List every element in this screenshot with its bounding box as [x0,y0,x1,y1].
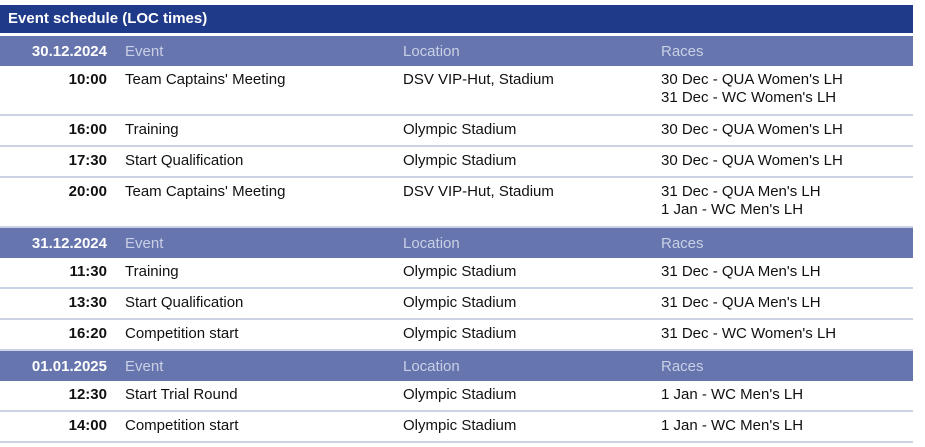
race-item: 30 Dec - QUA Women's LH [661,71,843,88]
race-item: 31 Dec - QUA Men's LH [661,263,821,280]
event-races: 1 Jan - WC Men's LH [661,417,913,441]
event-name: Team Captains' Meeting [125,183,286,200]
event-name: Training [125,121,179,138]
event-time: 17:30 [68,152,107,169]
event-schedule: Event schedule (LOC times) 30.12.2024 Eve… [0,5,913,443]
column-header-location: Location [403,234,460,252]
schedule-title: Event schedule (LOC times) [0,5,913,36]
column-header-event: Event [125,42,164,60]
race-item: 1 Jan - WC Men's LH [661,417,804,434]
column-header-event: Event [125,357,164,375]
event-location: DSV VIP-Hut, Stadium [403,183,554,200]
day-header-row: 31.12.2024 Event Location Races [0,228,913,258]
race-item: 31 Dec - QUA Men's LH [661,294,821,311]
day-header-row: 01.01.2025 Event Location Races [0,351,913,381]
event-races: 31 Dec - QUA Men's LH [661,294,913,318]
race-item: 31 Dec - QUA Men's LH [661,183,821,200]
event-location: Olympic Stadium [403,294,517,311]
table-row: 16:00 Training Olympic Stadium 30 Dec - QUA… [0,116,913,147]
event-location: DSV VIP-Hut, Stadium [403,71,554,88]
table-row: 12:30 Start Trial Round Olympic Stadium 1 J… [0,381,913,412]
race-item: 1 Jan - WC Men's LH [661,201,804,218]
event-time: 20:00 [68,183,107,200]
event-location: Olympic Stadium [403,417,517,434]
race-item: 30 Dec - QUA Women's LH [661,152,843,169]
event-races: 30 Dec - QUA Women's LH 31 Dec - WC Women… [661,71,913,114]
event-location: Olympic Stadium [403,121,517,138]
event-races: 31 Dec - QUA Men's LH [661,263,913,287]
event-time: 10:00 [68,71,107,88]
column-header-event: Event [125,234,164,252]
column-header-races: Races [661,42,704,60]
event-races: 30 Dec - QUA Women's LH [661,152,913,176]
race-item: 31 Dec - WC Women's LH [661,325,837,342]
event-location: Olympic Stadium [403,386,517,403]
day-date: 30.12.2024 [31,42,107,60]
event-name: Competition start [125,417,239,434]
table-row: 10:00 Team Captains' Meeting DSV VIP-Hut, … [0,66,913,116]
event-location: Olympic Stadium [403,325,517,342]
race-item: 30 Dec - QUA Women's LH [661,121,843,138]
column-header-location: Location [403,357,460,375]
event-races: 31 Dec - WC Women's LH [661,325,913,349]
table-row: 11:30 Training Olympic Stadium 31 Dec - QUA… [0,258,913,289]
race-item: 1 Jan - WC Men's LH [661,386,804,403]
table-row: 17:30 Start Qualification Olympic Stadium 3… [0,147,913,178]
column-header-races: Races [661,234,704,252]
column-header-location: Location [403,42,460,60]
table-row: 16:20 Competition start Olympic Stadium 31 … [0,320,913,351]
event-time: 16:20 [68,325,107,342]
day-date: 31.12.2024 [31,234,107,252]
event-name: Start Qualification [125,294,244,311]
event-location: Olympic Stadium [403,263,517,280]
event-location: Olympic Stadium [403,152,517,169]
event-time: 16:00 [68,121,107,138]
event-name: Competition start [125,325,239,342]
event-name: Start Trial Round [125,386,238,403]
table-row: 14:00 Competition start Olympic Stadium 1 J… [0,412,913,443]
event-time: 12:30 [68,386,107,403]
race-item: 31 Dec - WC Women's LH [661,89,837,106]
table-row: 13:30 Start Qualification Olympic Stadium 3… [0,289,913,320]
table-row: 20:00 Team Captains' Meeting DSV VIP-Hut, … [0,178,913,228]
event-time: 11:30 [69,263,107,280]
day-date: 01.01.2025 [31,357,107,375]
event-name: Training [125,263,179,280]
event-time: 13:30 [68,294,107,311]
event-races: 31 Dec - QUA Men's LH 1 Jan - WC Men's LH [661,183,913,226]
day-header-row: 30.12.2024 Event Location Races [0,36,913,66]
event-time: 14:00 [68,417,107,434]
event-races: 30 Dec - QUA Women's LH [661,121,913,145]
column-header-races: Races [661,357,704,375]
event-name: Start Qualification [125,152,244,169]
event-races: 1 Jan - WC Men's LH [661,386,913,410]
event-name: Team Captains' Meeting [125,71,286,88]
